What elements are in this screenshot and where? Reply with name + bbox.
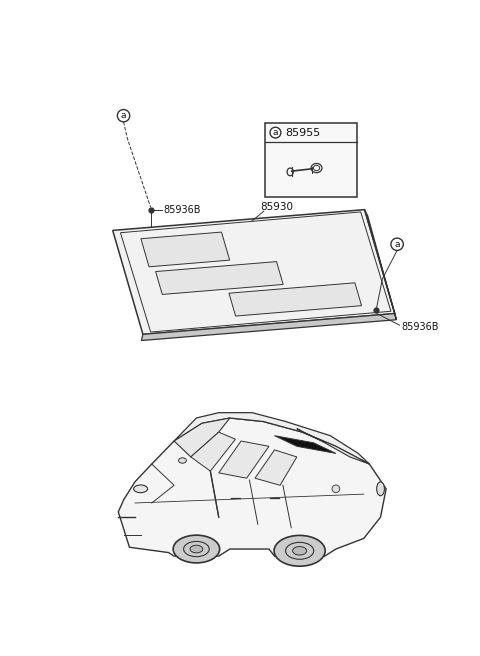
Polygon shape xyxy=(156,262,283,295)
Ellipse shape xyxy=(377,482,384,496)
Ellipse shape xyxy=(179,458,186,463)
Ellipse shape xyxy=(173,535,220,563)
Polygon shape xyxy=(113,210,395,335)
Ellipse shape xyxy=(190,545,203,553)
Polygon shape xyxy=(174,418,230,457)
Polygon shape xyxy=(219,441,269,478)
Polygon shape xyxy=(255,450,297,485)
Text: 85955: 85955 xyxy=(286,128,321,138)
Circle shape xyxy=(117,110,130,122)
Text: 85930: 85930 xyxy=(260,202,293,213)
Text: a: a xyxy=(273,128,278,137)
Text: 85936B: 85936B xyxy=(401,321,439,332)
Ellipse shape xyxy=(133,485,147,493)
Polygon shape xyxy=(297,428,370,464)
Circle shape xyxy=(332,485,340,493)
Polygon shape xyxy=(174,413,370,464)
Bar xyxy=(265,123,357,197)
Polygon shape xyxy=(118,418,386,556)
Circle shape xyxy=(270,127,281,138)
Polygon shape xyxy=(229,283,361,316)
Polygon shape xyxy=(141,232,229,267)
Polygon shape xyxy=(191,432,236,471)
Text: 85936B: 85936B xyxy=(164,205,201,215)
Text: a: a xyxy=(121,111,126,120)
Polygon shape xyxy=(275,436,336,453)
Polygon shape xyxy=(142,314,396,340)
Polygon shape xyxy=(365,210,396,319)
Text: a: a xyxy=(395,240,400,249)
Ellipse shape xyxy=(274,535,325,566)
Ellipse shape xyxy=(293,546,307,555)
Circle shape xyxy=(391,238,403,251)
